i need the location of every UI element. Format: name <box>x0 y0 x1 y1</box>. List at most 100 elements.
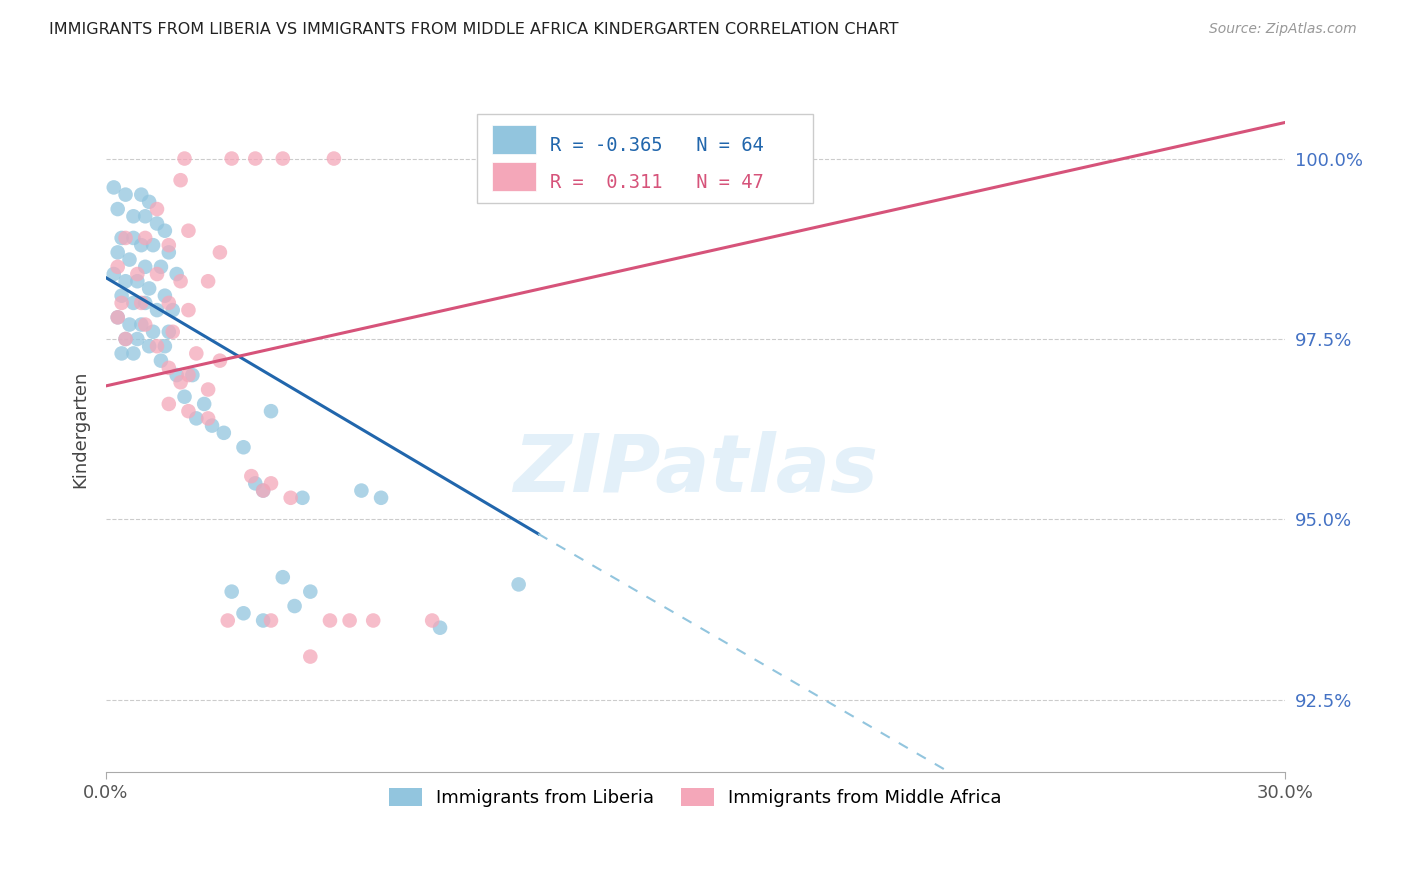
Point <box>186 346 208 360</box>
Point <box>157 360 180 375</box>
Point <box>252 483 274 498</box>
Point <box>508 577 530 591</box>
Text: R = -0.365   N = 64: R = -0.365 N = 64 <box>551 136 765 154</box>
Point <box>370 491 392 505</box>
Point <box>240 469 263 483</box>
Point <box>197 274 219 288</box>
Point <box>322 152 344 166</box>
Point <box>149 353 172 368</box>
Point <box>169 376 191 390</box>
Point <box>232 440 254 454</box>
Point <box>232 607 254 621</box>
Point <box>252 483 274 498</box>
Point <box>245 152 267 166</box>
Point <box>260 404 283 418</box>
Point <box>177 303 200 318</box>
Point <box>107 310 129 325</box>
Point <box>260 614 283 628</box>
Point <box>245 476 267 491</box>
FancyBboxPatch shape <box>492 161 536 191</box>
Point <box>271 570 294 584</box>
Point <box>181 368 204 382</box>
Point <box>129 187 152 202</box>
Point <box>107 245 129 260</box>
Point <box>107 260 129 274</box>
Point <box>114 187 136 202</box>
Point <box>212 425 235 440</box>
Point <box>153 339 176 353</box>
Point <box>208 353 231 368</box>
Point <box>107 310 129 325</box>
Point <box>134 231 156 245</box>
Point <box>186 411 208 425</box>
Point <box>138 194 160 209</box>
Point <box>217 614 239 628</box>
Point <box>111 346 134 360</box>
Point <box>107 202 129 216</box>
Point <box>114 231 136 245</box>
Point <box>260 476 283 491</box>
Y-axis label: Kindergarten: Kindergarten <box>72 370 89 488</box>
Point <box>146 339 169 353</box>
Point <box>166 368 188 382</box>
Point <box>284 599 307 613</box>
Point <box>134 296 156 310</box>
Point <box>153 288 176 302</box>
Point <box>103 267 125 281</box>
Point <box>114 332 136 346</box>
Point <box>142 325 165 339</box>
Point <box>127 274 149 288</box>
Point <box>208 245 231 260</box>
Point <box>103 180 125 194</box>
Point <box>193 397 215 411</box>
Point <box>114 332 136 346</box>
Text: IMMIGRANTS FROM LIBERIA VS IMMIGRANTS FROM MIDDLE AFRICA KINDERGARTEN CORRELATIO: IMMIGRANTS FROM LIBERIA VS IMMIGRANTS FR… <box>49 22 898 37</box>
Point <box>169 173 191 187</box>
Point <box>134 209 156 223</box>
Point <box>111 296 134 310</box>
Point <box>146 267 169 281</box>
Point <box>361 614 384 628</box>
Point <box>157 397 180 411</box>
Point <box>197 383 219 397</box>
Point <box>129 238 152 252</box>
Point <box>177 224 200 238</box>
Point <box>429 621 451 635</box>
Point <box>129 296 152 310</box>
Point <box>111 288 134 302</box>
Text: Source: ZipAtlas.com: Source: ZipAtlas.com <box>1209 22 1357 37</box>
Point <box>319 614 342 628</box>
Point <box>138 339 160 353</box>
Point <box>166 267 188 281</box>
Point <box>299 584 322 599</box>
Point <box>146 202 169 216</box>
Point <box>129 318 152 332</box>
Point <box>138 281 160 295</box>
Point <box>157 245 180 260</box>
Point <box>146 303 169 318</box>
Point <box>153 224 176 238</box>
Point <box>111 231 134 245</box>
Point <box>339 614 361 628</box>
Point <box>201 418 224 433</box>
Point <box>197 411 219 425</box>
Point <box>146 217 169 231</box>
Text: ZIPatlas: ZIPatlas <box>513 432 877 509</box>
Point <box>122 231 145 245</box>
FancyBboxPatch shape <box>478 114 814 203</box>
Point <box>122 209 145 223</box>
Point <box>162 303 184 318</box>
Point <box>299 649 322 664</box>
Point <box>169 274 191 288</box>
FancyBboxPatch shape <box>492 125 536 153</box>
Point <box>157 296 180 310</box>
Point <box>122 346 145 360</box>
Point <box>157 325 180 339</box>
Point <box>173 152 195 166</box>
Point <box>280 491 302 505</box>
Point <box>291 491 314 505</box>
Point <box>252 614 274 628</box>
Point <box>118 252 141 267</box>
Point <box>173 390 195 404</box>
Legend: Immigrants from Liberia, Immigrants from Middle Africa: Immigrants from Liberia, Immigrants from… <box>382 780 1010 814</box>
